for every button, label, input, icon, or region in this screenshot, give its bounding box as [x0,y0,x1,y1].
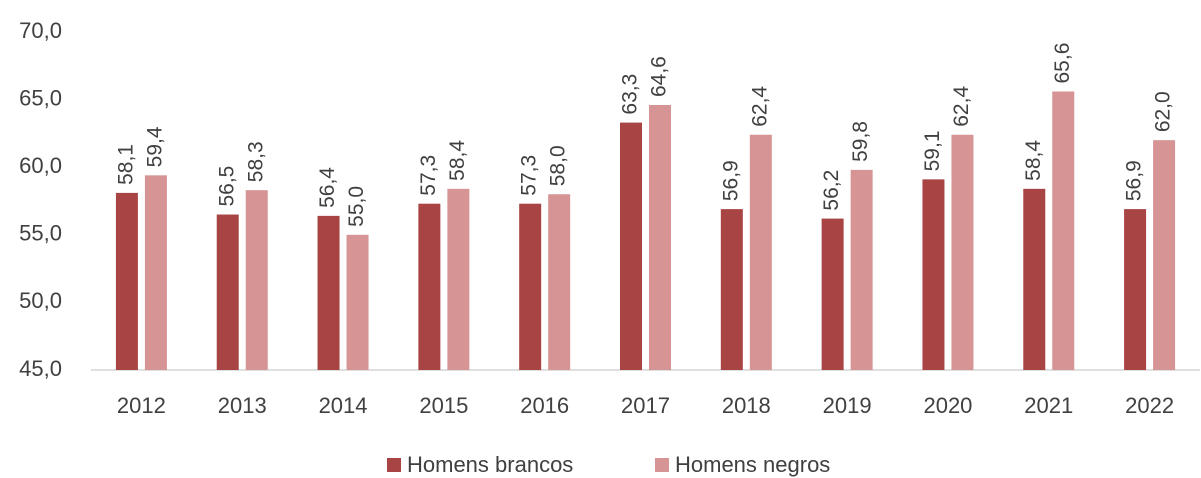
bar [749,134,772,370]
data-label: 63,3 [619,74,642,115]
y-tick-label: 55,0 [19,221,62,246]
legend-swatch [655,458,669,472]
bar [115,192,138,370]
x-tick-label: 2017 [621,393,670,418]
legend-swatch [387,458,401,472]
bar [1023,188,1046,370]
bar [1124,209,1147,370]
data-label: 58,4 [446,140,469,181]
bar [548,194,571,370]
y-tick-label: 70,0 [19,18,62,43]
bar [850,169,873,370]
x-tick-label: 2012 [117,393,166,418]
data-label: 62,0 [1152,91,1175,132]
bar [821,218,844,370]
x-tick-label: 2019 [823,393,872,418]
data-label: 62,4 [748,86,771,127]
data-label: 55,0 [345,186,368,227]
bar [720,209,743,370]
data-label: 56,9 [719,160,742,201]
bar [1153,140,1176,370]
y-tick-label: 60,0 [19,153,62,178]
data-label: 56,4 [316,167,339,208]
bar [922,179,945,370]
data-label: 57,3 [518,155,541,196]
x-tick-label: 2021 [1024,393,1073,418]
data-label: 64,6 [648,56,671,97]
bar [317,215,340,370]
bar [620,122,642,370]
data-label: 56,9 [1123,160,1146,201]
data-label: 59,8 [849,121,872,162]
y-tick-label: 45,0 [19,356,62,381]
x-tick-label: 2022 [1125,393,1174,418]
x-tick-label: 2020 [923,393,972,418]
bar [519,203,542,370]
data-label: 56,5 [215,166,238,207]
bar [447,188,470,370]
y-tick-label: 50,0 [19,288,62,313]
data-label: 58,4 [1022,140,1045,181]
bar [649,105,671,371]
data-label: 58,1 [114,144,137,185]
bar [951,134,974,370]
x-tick-label: 2013 [218,393,267,418]
bar [144,175,167,370]
data-label: 65,6 [1051,43,1074,84]
data-label: 57,3 [417,155,440,196]
legend-label: Homens negros [675,452,830,477]
data-label: 56,2 [820,170,843,211]
data-label: 62,4 [950,86,973,127]
data-label: 58,0 [547,145,570,186]
bar [1052,91,1075,370]
x-tick-label: 2018 [722,393,771,418]
data-label: 58,3 [244,141,267,182]
bar [418,203,441,370]
bar [245,190,268,370]
bar [346,234,369,370]
x-tick-label: 2016 [520,393,569,418]
y-tick-label: 65,0 [19,85,62,110]
legend-label: Homens brancos [407,452,573,477]
data-label: 59,4 [143,126,166,167]
x-tick-label: 2014 [319,393,368,418]
data-label: 59,1 [921,130,944,171]
x-tick-label: 2015 [419,393,468,418]
bar [216,214,239,370]
